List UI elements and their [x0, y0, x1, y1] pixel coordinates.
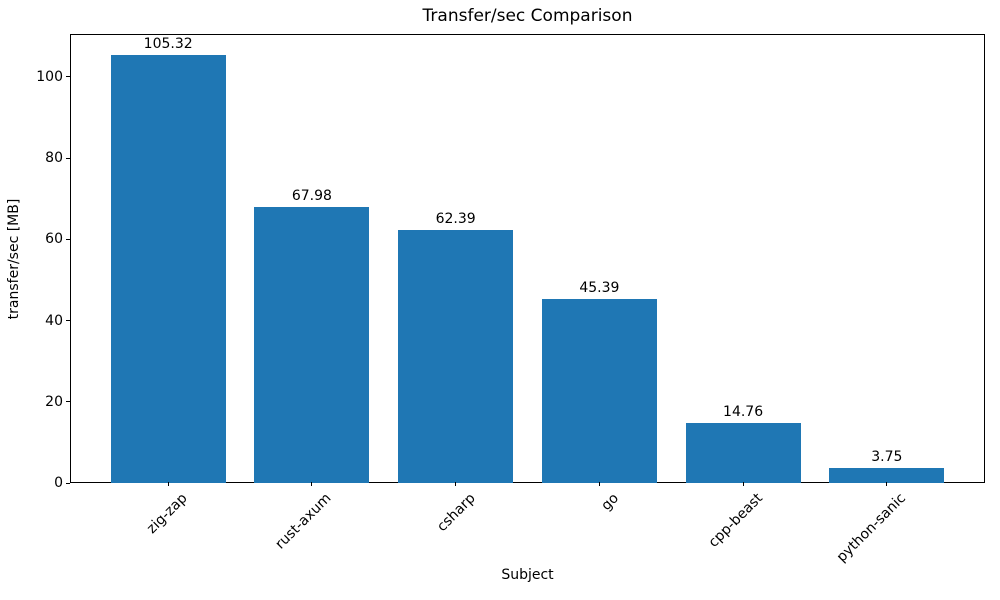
bar-python-sanic — [829, 467, 945, 483]
y-tick-mark — [66, 157, 70, 159]
y-tick-label: 0 — [54, 475, 63, 491]
y-tick-mark — [66, 320, 70, 322]
bar-value-label: 14.76 — [723, 404, 764, 421]
y-tick-label: 20 — [45, 393, 63, 410]
x-tick-label: python-sanic — [834, 490, 910, 566]
x-tick-mark — [167, 482, 169, 486]
x-tick-label: cpp-beast — [705, 490, 766, 551]
bar-rust-axum — [254, 206, 370, 483]
bar-value-label: 45.39 — [579, 279, 620, 296]
bar-cpp-beast — [685, 423, 801, 483]
x-tick-mark — [311, 482, 313, 486]
chart-title: Transfer/sec Comparison — [422, 6, 633, 26]
y-tick-mark — [66, 401, 70, 403]
bar-csharp — [398, 229, 514, 483]
y-tick-mark — [66, 482, 70, 484]
bar-value-label: 62.39 — [435, 210, 476, 227]
x-tick-mark — [886, 482, 888, 486]
bar-value-label: 67.98 — [291, 187, 332, 204]
bar-value-label: 105.32 — [143, 36, 193, 53]
y-tick-label: 60 — [45, 231, 63, 248]
bar-go — [541, 298, 657, 483]
x-tick-mark — [598, 482, 600, 486]
y-tick-label: 80 — [45, 150, 63, 167]
y-tick-mark — [66, 76, 70, 78]
y-tick-label: 40 — [45, 312, 63, 329]
y-tick-label: 100 — [36, 68, 63, 85]
y-tick-mark — [66, 238, 70, 240]
x-tick-mark — [742, 482, 744, 486]
bar-zig-zap — [110, 55, 226, 483]
x-tick-label: zig-zap — [144, 490, 191, 537]
y-axis-label: transfer/sec [MB] — [6, 198, 22, 320]
x-tick-mark — [455, 482, 457, 486]
x-tick-label: go — [598, 490, 622, 514]
bar-value-label: 3.75 — [871, 448, 903, 465]
x-tick-label: csharp — [433, 490, 479, 535]
x-axis-label: Subject — [501, 567, 554, 583]
x-tick-label: rust-axum — [272, 490, 335, 553]
